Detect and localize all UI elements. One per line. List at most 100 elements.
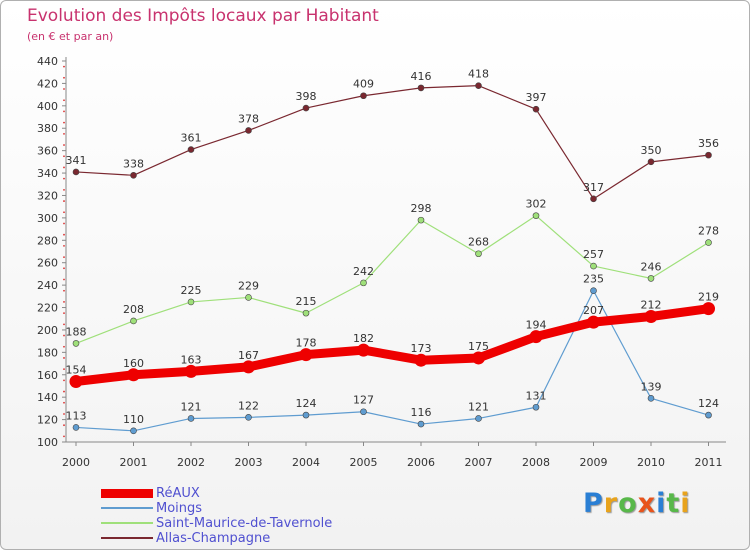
data-point bbox=[72, 340, 80, 347]
y-tick-label: 320 bbox=[37, 189, 58, 202]
data-label: 122 bbox=[238, 399, 259, 412]
data-label: 116 bbox=[411, 406, 432, 419]
legend-label: RéAUX bbox=[156, 486, 200, 501]
data-label: 124 bbox=[698, 397, 719, 410]
logo-letter: t bbox=[666, 488, 681, 519]
data-point bbox=[532, 105, 540, 113]
y-minor-tick bbox=[63, 76, 65, 79]
y-minor-tick bbox=[63, 188, 65, 191]
data-point bbox=[705, 151, 712, 159]
data-label: 167 bbox=[238, 349, 259, 362]
data-label: 361 bbox=[181, 132, 202, 145]
y-tick-label: 240 bbox=[37, 279, 58, 292]
y-minor-tick bbox=[63, 65, 65, 68]
data-point bbox=[130, 172, 137, 179]
data-point bbox=[587, 315, 600, 329]
y-minor-tick bbox=[63, 323, 65, 326]
data-point bbox=[245, 127, 252, 134]
data-label: 341 bbox=[66, 154, 87, 167]
data-point bbox=[417, 420, 425, 428]
data-label: 350 bbox=[641, 144, 662, 157]
data-point bbox=[590, 195, 597, 203]
y-minor-tick bbox=[63, 233, 65, 236]
y-minor-tick bbox=[63, 357, 65, 359]
y-tick-label: 120 bbox=[37, 414, 58, 427]
chart-subtitle: (en € et par an) bbox=[27, 30, 114, 43]
data-point bbox=[475, 82, 482, 89]
legend-label: Saint-Maurice-de-Tavernole bbox=[156, 516, 333, 531]
y-tick-label: 140 bbox=[37, 391, 58, 404]
data-point bbox=[647, 394, 655, 402]
data-point bbox=[299, 348, 313, 362]
x-tick-label: 2000 bbox=[62, 456, 90, 469]
data-label: 163 bbox=[181, 353, 202, 366]
series-line-0 bbox=[71, 304, 713, 386]
data-label: 188 bbox=[66, 325, 87, 338]
data-label: 208 bbox=[123, 303, 144, 316]
data-label: 378 bbox=[238, 112, 259, 125]
data-label: 397 bbox=[526, 91, 547, 104]
data-point bbox=[72, 424, 80, 431]
legend-swatch bbox=[101, 507, 153, 509]
data-point bbox=[360, 92, 367, 100]
y-minor-tick bbox=[63, 200, 65, 202]
y-tick-label: 420 bbox=[37, 77, 58, 90]
data-label: 207 bbox=[583, 304, 604, 317]
y-tick-label: 440 bbox=[37, 55, 58, 68]
logo-letter: o bbox=[618, 488, 638, 519]
data-label: 356 bbox=[698, 137, 719, 150]
data-point bbox=[590, 287, 597, 295]
x-tick-label: 2001 bbox=[120, 456, 148, 469]
y-minor-tick bbox=[63, 368, 65, 371]
data-label: 113 bbox=[66, 409, 87, 422]
data-point bbox=[647, 158, 655, 166]
data-point bbox=[242, 360, 255, 374]
y-tick-label: 280 bbox=[37, 234, 58, 247]
data-label: 338 bbox=[123, 157, 144, 170]
chart-title: Evolution des Impôts locaux par Habitant bbox=[27, 6, 379, 26]
data-point bbox=[72, 168, 80, 176]
x-tick-label: 2006 bbox=[407, 456, 435, 469]
data-label: 242 bbox=[353, 265, 374, 278]
data-point bbox=[472, 351, 485, 365]
data-point bbox=[647, 275, 655, 282]
data-label: 257 bbox=[583, 248, 604, 261]
x-tick-label: 2005 bbox=[350, 456, 378, 469]
data-label: 194 bbox=[526, 319, 547, 332]
data-label: 173 bbox=[411, 342, 432, 355]
y-minor-tick bbox=[63, 244, 65, 247]
y-minor-tick bbox=[63, 88, 65, 90]
data-label: 124 bbox=[296, 397, 317, 410]
series-line-2 bbox=[75, 215, 710, 344]
logo-letter: i bbox=[656, 488, 667, 519]
data-point bbox=[187, 415, 195, 422]
data-point bbox=[245, 414, 252, 421]
y-tick-label: 340 bbox=[37, 167, 58, 180]
y-minor-tick bbox=[63, 413, 65, 415]
data-label: 416 bbox=[411, 70, 432, 83]
x-tick-label: 2009 bbox=[580, 456, 608, 469]
data-label: 121 bbox=[181, 400, 202, 413]
y-minor-tick bbox=[63, 222, 65, 225]
y-minor-tick bbox=[63, 211, 65, 214]
y-minor-tick bbox=[63, 110, 65, 113]
y-minor-tick bbox=[63, 99, 65, 102]
data-label: 121 bbox=[468, 400, 489, 413]
data-point bbox=[414, 353, 428, 367]
y-minor-tick bbox=[63, 144, 65, 146]
y-tick-label: 100 bbox=[37, 436, 58, 449]
x-tick-label: 2002 bbox=[177, 456, 205, 469]
data-point bbox=[360, 279, 367, 287]
x-tick-label: 2003 bbox=[235, 456, 263, 469]
data-point bbox=[302, 309, 310, 317]
series-line-3 bbox=[75, 85, 710, 200]
data-point bbox=[705, 239, 712, 246]
legend-label: Allas-Champagne bbox=[156, 531, 271, 546]
y-minor-tick bbox=[63, 155, 65, 158]
y-tick-label: 360 bbox=[37, 145, 58, 158]
logo-letter: i bbox=[680, 488, 691, 519]
y-minor-tick bbox=[63, 132, 65, 135]
x-tick-label: 2008 bbox=[522, 456, 550, 469]
data-label: 298 bbox=[411, 202, 432, 215]
